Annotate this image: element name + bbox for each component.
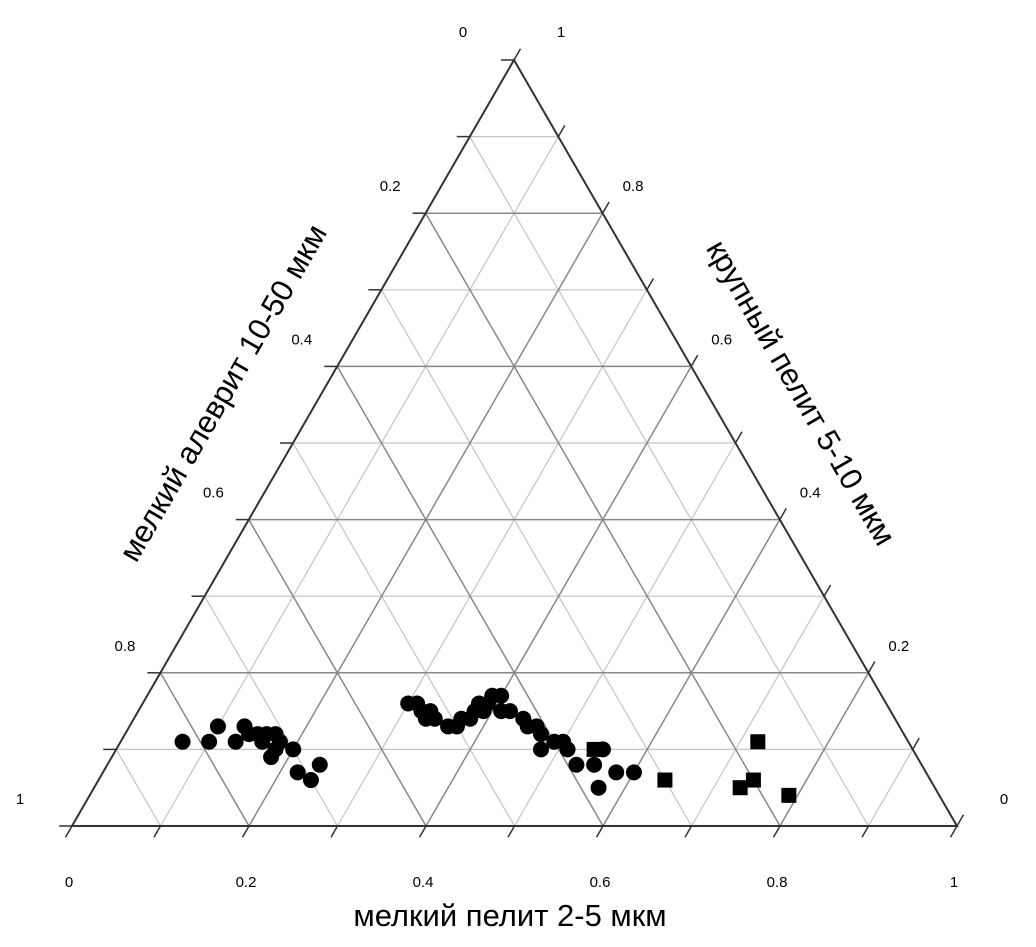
grid-line bbox=[425, 366, 692, 827]
data-point-circle bbox=[532, 726, 549, 743]
data-point-square bbox=[781, 787, 797, 803]
grid-major bbox=[159, 212, 870, 827]
tick-label-left: 1 bbox=[16, 791, 24, 808]
tick-label-left: 0.4 bbox=[291, 331, 312, 348]
grid-line bbox=[469, 136, 870, 827]
data-point-circle bbox=[285, 741, 302, 758]
tick-label-right: 0 bbox=[1000, 791, 1008, 808]
tick-bottom bbox=[241, 825, 250, 838]
data-point-circle bbox=[559, 741, 576, 758]
tick-label-right: 1 bbox=[557, 24, 565, 41]
tick-bottom bbox=[153, 825, 162, 838]
grid-line bbox=[159, 672, 250, 827]
grid-line bbox=[690, 595, 825, 827]
tick-label-right: 0.6 bbox=[711, 331, 732, 348]
tick-right bbox=[956, 814, 965, 827]
tick-right bbox=[513, 48, 522, 61]
data-point-circle bbox=[502, 703, 518, 720]
tick-label-bottom: 0.8 bbox=[767, 874, 788, 891]
axis-label-bottom: мелкий пелит 2-5 мкм bbox=[353, 898, 666, 933]
tick-bottom bbox=[684, 825, 693, 838]
tick-right bbox=[601, 201, 610, 214]
data-point-circle bbox=[533, 741, 549, 758]
tick-bottom bbox=[949, 825, 958, 838]
tick-label-left: 0.8 bbox=[115, 638, 136, 655]
data-point-circle bbox=[568, 756, 585, 773]
data-point-circle bbox=[462, 710, 479, 727]
tick-right bbox=[734, 431, 743, 444]
tick-bottom bbox=[418, 825, 427, 838]
tick-label-left: 0.2 bbox=[380, 178, 401, 195]
data-point-square bbox=[657, 772, 673, 788]
grid-line bbox=[292, 442, 516, 827]
data-point-circle bbox=[289, 764, 306, 781]
tick-right bbox=[867, 661, 876, 674]
tick-right bbox=[912, 737, 920, 750]
tick-bottom bbox=[64, 825, 73, 838]
data-point-circle bbox=[209, 718, 226, 735]
data-point-circle bbox=[227, 733, 244, 750]
data-point-circle bbox=[493, 687, 510, 704]
data-point-circle bbox=[590, 779, 607, 796]
data-point-circle bbox=[625, 764, 642, 781]
tick-bottom bbox=[861, 825, 870, 838]
tick-label-left: 0.6 bbox=[203, 485, 224, 502]
grid-line bbox=[336, 289, 648, 827]
tick-label-left: 0 bbox=[459, 24, 467, 41]
tick-label-right: 0.8 bbox=[623, 178, 644, 195]
grid-line bbox=[159, 136, 559, 827]
tick-label-bottom: 0.6 bbox=[590, 874, 611, 891]
tick-bottom bbox=[507, 825, 516, 838]
data-points bbox=[174, 687, 797, 803]
grid-line bbox=[248, 519, 427, 827]
data-point-square bbox=[732, 780, 748, 796]
tick-label-bottom: 0 bbox=[65, 874, 73, 891]
grid-line bbox=[115, 749, 162, 827]
data-point-circle bbox=[608, 764, 625, 781]
tick-bottom bbox=[772, 825, 781, 838]
tick-right bbox=[557, 124, 566, 137]
grid-line bbox=[336, 366, 604, 827]
axis-label-left: мелкий алеврит 10-50 мкм bbox=[112, 218, 334, 567]
data-point-square bbox=[750, 734, 766, 750]
data-point-square bbox=[745, 772, 761, 788]
tick-label-bottom: 1 bbox=[950, 874, 958, 891]
data-point-circle bbox=[426, 710, 443, 727]
tick-bottom bbox=[595, 825, 604, 838]
data-point-circle bbox=[586, 756, 603, 773]
tick-right bbox=[779, 507, 787, 520]
data-point-square bbox=[586, 741, 602, 757]
grid-line bbox=[867, 749, 914, 827]
data-point-circle bbox=[302, 772, 319, 789]
data-point-circle bbox=[174, 733, 191, 750]
tick-marks bbox=[59, 48, 965, 838]
grid-line bbox=[513, 442, 737, 827]
tick-label-right: 0.2 bbox=[888, 638, 909, 655]
data-point-circle bbox=[263, 749, 280, 766]
tick-label-bottom: 0.2 bbox=[236, 874, 257, 891]
grid-line bbox=[204, 595, 339, 827]
data-point-circle bbox=[311, 756, 328, 773]
tick-label-right: 0.4 bbox=[800, 485, 821, 502]
tick-right bbox=[690, 354, 699, 367]
tick-right bbox=[646, 278, 655, 291]
axis-label-right: крупный пелит 5-10 мкм bbox=[699, 234, 902, 551]
data-point-circle bbox=[201, 733, 218, 750]
tick-bottom bbox=[330, 825, 339, 838]
tick-labels: 0 0.2 0.4 0.6 0.8 1 0 0.2 0.4 0.6 0.8 1 1 0.8 0.6 0.4 0.… bbox=[16, 24, 1008, 891]
grid-fine bbox=[115, 136, 914, 827]
grid-line bbox=[380, 289, 693, 827]
tick-label-bottom: 0.4 bbox=[413, 874, 434, 891]
tick-right bbox=[823, 584, 832, 597]
